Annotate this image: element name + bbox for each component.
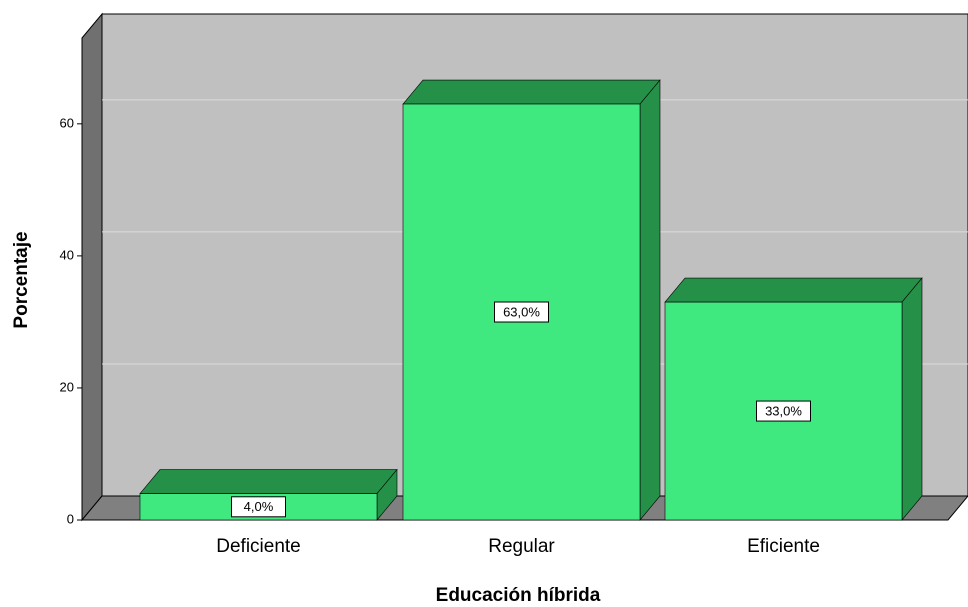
y-tick-label: 60 <box>60 115 74 130</box>
x-tick-label: Eficiente <box>747 536 820 557</box>
value-label-box <box>756 400 811 422</box>
y-tick-label: 0 <box>67 511 74 526</box>
bar-side <box>639 79 661 521</box>
value-label: 33,0% <box>765 403 802 418</box>
x-tick-label: Deficiente <box>216 536 301 557</box>
bars: 4,0% 63,0% 33,0% <box>139 79 923 521</box>
value-label: 4,0% <box>244 499 274 514</box>
x-tick-label: Regular <box>488 536 555 557</box>
bar-side <box>901 277 923 521</box>
bar-top <box>402 79 661 105</box>
value-label-box <box>494 301 549 323</box>
y-axis-label: Porcentaje <box>11 231 32 328</box>
bar-top <box>139 469 398 494</box>
left-wall <box>81 12 103 522</box>
value-label-box <box>231 496 286 518</box>
y-tick-label: 40 <box>60 247 74 262</box>
bar-top <box>664 277 923 303</box>
x-axis-label: Educación híbrida <box>436 585 601 606</box>
value-label: 63,0% <box>503 304 540 319</box>
y-tick-label: 20 <box>60 379 74 394</box>
